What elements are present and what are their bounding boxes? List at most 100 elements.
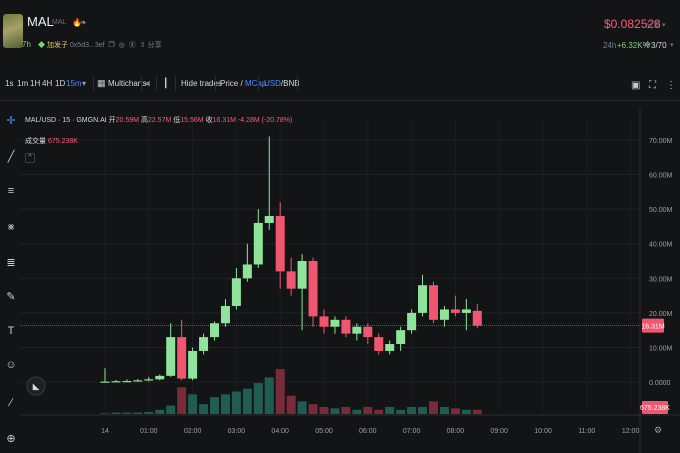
toolbar-divider — [175, 76, 176, 91]
price-change: +6.32K% — [617, 41, 650, 50]
token-name: MAL — [52, 19, 67, 26]
interval-4h[interactable]: 4H — [42, 79, 53, 88]
volume-bar — [275, 369, 285, 414]
multicharts-icon[interactable]: ▦ — [97, 78, 106, 88]
volume-bar — [199, 404, 209, 414]
candle-body — [177, 337, 187, 379]
interval-1d[interactable]: 1D — [55, 79, 66, 88]
text-icon[interactable]: T — [7, 325, 15, 337]
candle-body — [155, 375, 165, 380]
x-icon[interactable]: Ⓧ — [128, 42, 136, 49]
x-tick-label: 02:00 — [184, 428, 202, 435]
volume-bar — [396, 409, 406, 414]
volume-bar — [231, 391, 241, 414]
candle-body — [253, 222, 263, 265]
candle-body — [308, 261, 318, 317]
current-volume-tag — [642, 401, 668, 414]
candle-body — [199, 337, 209, 351]
volume-bar — [111, 412, 121, 414]
horizontal-lines-icon[interactable]: ≡ — [7, 185, 15, 197]
chart-toolbar: 1s 1m 1H 4H 1D 15m ▾ ▦ Multicharts ⫷ ┃ H… — [0, 72, 680, 94]
fullscreen-icon[interactable]: ⛶ — [649, 80, 656, 91]
chart-logo-icon — [26, 376, 46, 396]
y-tick-label: 30.00M — [649, 276, 673, 283]
volume-bar — [319, 406, 329, 414]
camera-icon[interactable]: ▣ — [631, 80, 641, 91]
toolbar-divider — [297, 76, 298, 91]
usd-bnb-toggle[interactable]: USD/BNB — [264, 79, 300, 88]
share-dropdown[interactable]: 分享 ▾ — [646, 22, 666, 29]
more-vertical-icon[interactable]: ⋮ — [666, 80, 676, 91]
volume-bar — [122, 412, 132, 414]
share-icon[interactable]: ⇧ — [139, 42, 146, 49]
interval-dropdown-icon[interactable]: ▾ — [82, 79, 87, 88]
candle-body — [352, 326, 362, 334]
volume-bar — [264, 377, 274, 414]
x-tick-label: 12:00 — [622, 428, 640, 435]
price-mcap-toggle[interactable]: Price / MCap — [220, 79, 266, 88]
candle-body — [330, 319, 340, 327]
volume-bar — [297, 401, 307, 414]
interval-1s[interactable]: 1s — [5, 79, 14, 88]
copy-icon[interactable]: ❐ — [108, 42, 115, 49]
change-period: 24h — [603, 41, 617, 50]
contract-address[interactable]: 0x5d3...3ef — [69, 42, 105, 49]
close-value: 16.31M — [212, 117, 236, 124]
brush-icon[interactable]: ✎ — [6, 291, 16, 303]
share-label[interactable]: 分享 — [147, 42, 162, 49]
usd-option[interactable]: USD — [264, 79, 281, 88]
x-tick-label: 08:00 — [447, 428, 465, 435]
candle-body — [439, 309, 449, 320]
y-tick-label: 50.00M — [649, 207, 673, 214]
header-more[interactable]: ▾ — [670, 42, 674, 49]
indicators-icon[interactable]: ⫷ — [145, 78, 151, 88]
emoji-icon[interactable]: ☺ — [5, 359, 17, 371]
chart-logo-glyph: ◣ — [32, 382, 40, 391]
crosshair-icon[interactable]: ✛ — [6, 115, 16, 127]
multicharts-button[interactable]: Multicharts — [108, 79, 147, 88]
volume-bar — [100, 413, 110, 414]
tag-icon: ◆ — [38, 42, 45, 49]
volume-bar — [374, 409, 384, 414]
globe-icon[interactable]: ◎ — [118, 42, 125, 49]
candle-body — [341, 319, 351, 334]
toolbar-divider — [156, 76, 157, 91]
volume-bar — [188, 394, 198, 414]
axis-settings-icon[interactable]: ⚙ — [654, 426, 662, 436]
toolbar-divider — [215, 76, 216, 91]
x-tick-label: 01:00 — [140, 428, 158, 435]
toolbar-divider — [258, 76, 259, 91]
price-option[interactable]: Price — [220, 79, 239, 88]
toolbar-divider-line — [0, 100, 680, 101]
volume-bar — [155, 409, 165, 414]
fib-icon[interactable]: ≣ — [6, 257, 16, 269]
pitchfork-icon[interactable]: ⨳ — [7, 221, 15, 233]
hide-trades-button[interactable]: Hide trades — [181, 79, 222, 88]
volume-bar — [341, 406, 351, 414]
token-symbol: MAL — [27, 14, 54, 29]
interval-15m[interactable]: 15m — [66, 79, 82, 88]
volume-bar — [363, 406, 373, 414]
volume-bar — [407, 406, 417, 414]
candlestick-chart[interactable]: 70.00M 60.00M 50.00M 40.00M 30.00M 20.00M 10.0… — [20, 108, 680, 453]
mcap-option[interactable]: MCap — [244, 79, 267, 88]
open-label: 开 — [108, 117, 116, 124]
close-label: 收 — [205, 117, 213, 124]
volume-bar — [429, 401, 438, 414]
high-label: 高 — [140, 117, 148, 124]
low-label: 低 — [173, 117, 181, 124]
collapse-legend-button[interactable]: ^ — [25, 153, 35, 163]
y-tick-label: 0.0000 — [649, 380, 671, 387]
zoom-icon[interactable]: ⊕ — [6, 433, 16, 445]
volume-legend: 成交量 675.238K — [25, 136, 78, 146]
current-price-tag — [642, 318, 664, 333]
holders-icon: ❖ — [644, 40, 652, 49]
candle-body — [286, 271, 296, 289]
chart-type-icon[interactable]: ┃ — [163, 78, 169, 88]
bnb-option[interactable]: BNB — [283, 79, 300, 88]
token-avatar[interactable] — [3, 14, 23, 48]
interval-1m[interactable]: 1m — [17, 79, 29, 88]
ruler-icon[interactable]: ∕ — [10, 397, 12, 409]
trendline-icon[interactable]: ╱ — [7, 151, 15, 163]
interval-1h[interactable]: 1H — [30, 79, 41, 88]
